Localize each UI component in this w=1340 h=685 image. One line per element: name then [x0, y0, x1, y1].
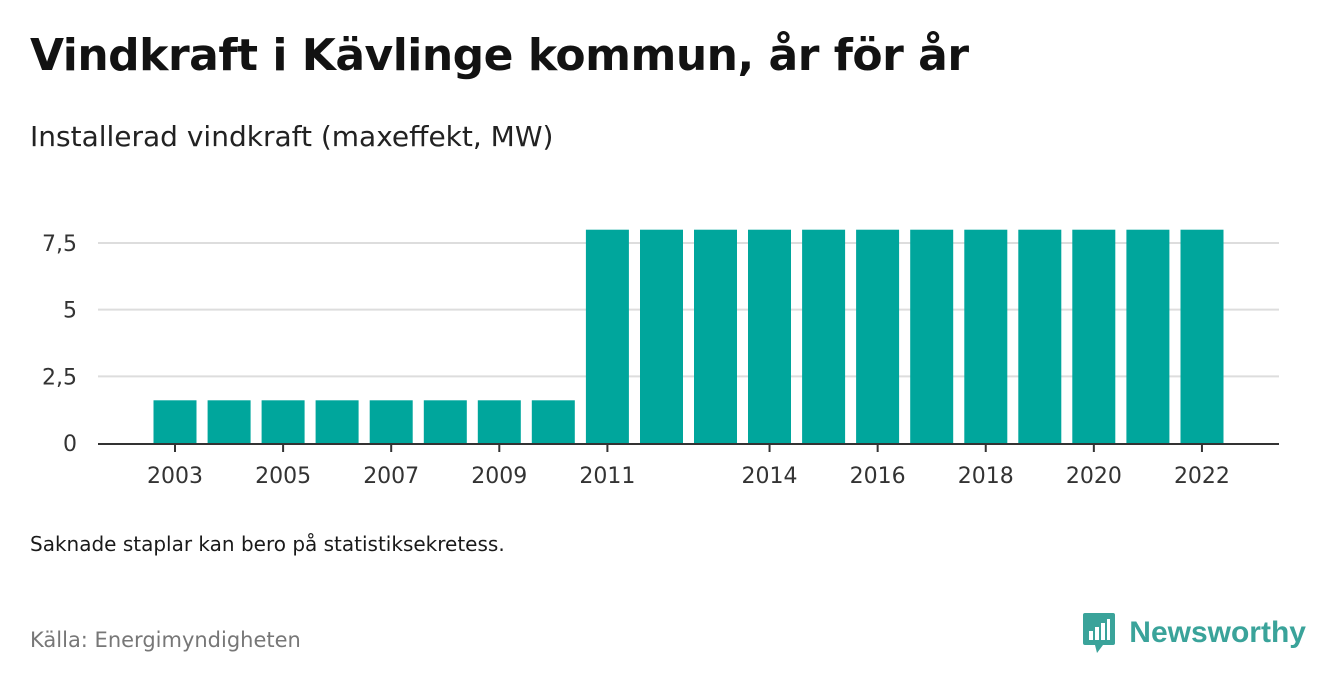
bar-2021 — [1126, 229, 1170, 443]
y-tick-label: 5 — [63, 299, 77, 324]
x-tick-label: 2005 — [255, 464, 311, 489]
x-tick-label: 2007 — [363, 464, 419, 489]
chart-subtitle: Installerad vindkraft (maxeffekt, MW) — [30, 120, 554, 153]
x-tick-label: 2011 — [579, 464, 635, 489]
x-axis — [98, 443, 1279, 452]
bar-2019 — [1018, 229, 1062, 443]
y-tick-label: 0 — [63, 432, 77, 457]
bar-2016 — [856, 229, 900, 443]
y-tick-label: 2,5 — [42, 365, 77, 390]
y-tick-label: 7,5 — [42, 232, 77, 257]
bar-2017 — [910, 229, 954, 443]
x-axis-labels: 2003 2005 2007 2009 2011 2014 2016 2018 2020 2022 — [147, 464, 1230, 489]
bar-2014 — [748, 229, 791, 443]
bar-2013 — [694, 229, 737, 443]
bar-2007 — [369, 400, 413, 443]
bars — [153, 229, 1224, 443]
bar-2009 — [477, 400, 521, 443]
brand-name: Newsworthy — [1129, 616, 1306, 649]
bar-2012 — [640, 229, 683, 443]
bar-2010 — [531, 400, 575, 443]
brand-logo: Newsworthy — [1081, 611, 1306, 655]
newsworthy-logo-icon — [1083, 613, 1116, 653]
chart-title: Vindkraft i Kävlinge kommun, år för år — [30, 30, 969, 81]
x-tick-label: 2014 — [742, 464, 798, 489]
bar-2022 — [1180, 229, 1224, 443]
x-tick-label: 2003 — [147, 464, 203, 489]
bar-2005 — [261, 400, 305, 443]
bar-2011 — [585, 229, 629, 443]
x-tick-label: 2020 — [1066, 464, 1122, 489]
x-tick-label: 2016 — [850, 464, 906, 489]
bar-2004 — [207, 400, 251, 443]
source-label: Källa: Energimyndigheten — [30, 628, 301, 652]
y-axis-labels: 0 2,5 5 7,5 — [42, 232, 77, 457]
bar-2020 — [1072, 229, 1116, 443]
bar-2018 — [964, 229, 1008, 443]
bar-2015 — [802, 229, 846, 443]
x-tick-label: 2022 — [1174, 464, 1230, 489]
bar-2003 — [153, 400, 197, 443]
x-tick-label: 2009 — [471, 464, 527, 489]
bar-2006 — [315, 400, 359, 443]
chart-note: Saknade staplar kan bero på statistiksek… — [30, 532, 505, 556]
x-tick-label: 2018 — [958, 464, 1014, 489]
bar-2008 — [423, 400, 467, 443]
